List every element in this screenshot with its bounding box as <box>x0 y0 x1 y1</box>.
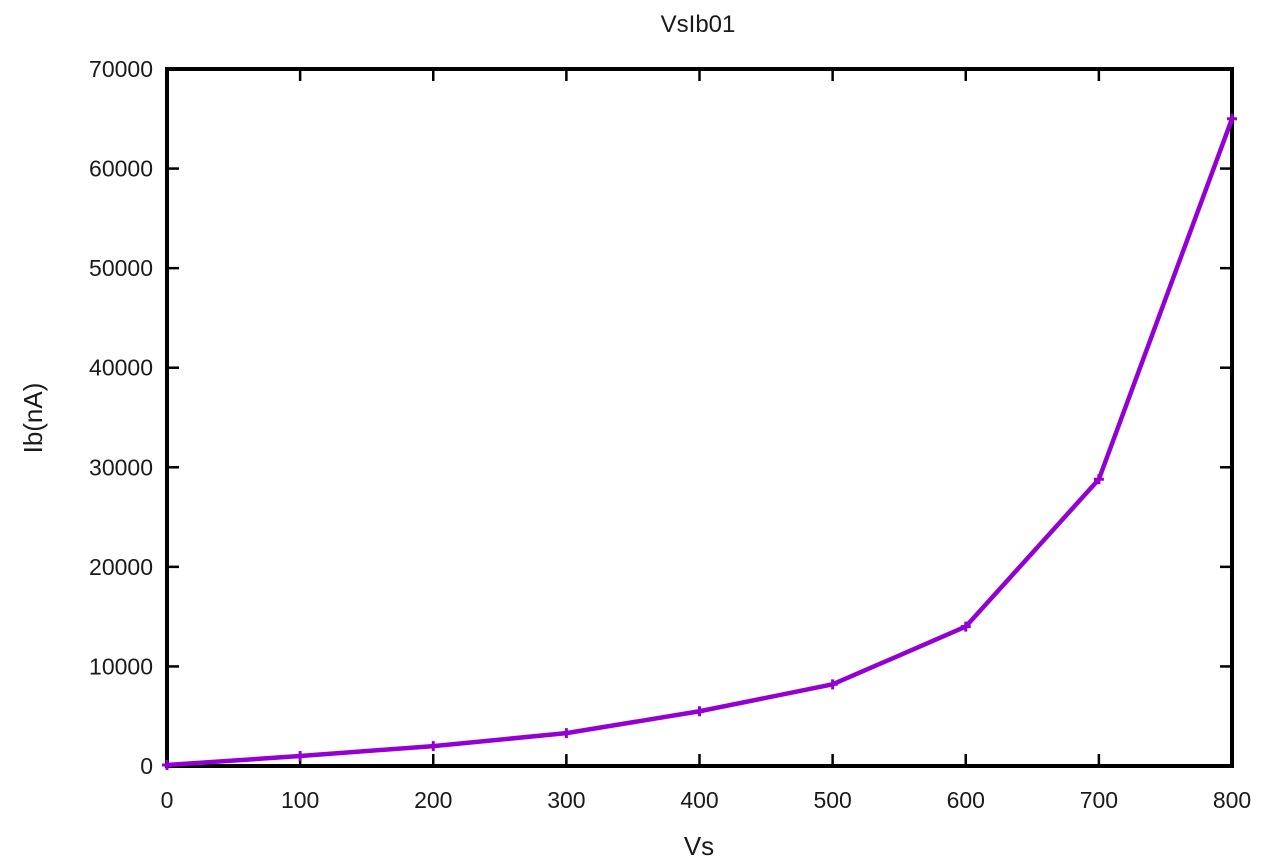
data-point <box>1227 113 1237 124</box>
data-point <box>561 728 572 739</box>
series-line <box>164 116 1235 768</box>
data-point <box>162 760 172 771</box>
y-tick-label: 20000 <box>89 554 153 580</box>
y-tick-label: 40000 <box>89 355 153 381</box>
series-layer <box>162 113 1237 771</box>
y-tick-label: 10000 <box>89 653 153 679</box>
y-axis-label: Ib(nA) <box>18 383 48 454</box>
x-tick-label: 700 <box>1080 787 1118 813</box>
data-point <box>827 679 838 690</box>
x-tick-label: 400 <box>680 787 718 813</box>
data-point <box>694 706 705 717</box>
x-tick-label: 300 <box>547 787 585 813</box>
y-tick-label: 50000 <box>89 255 153 281</box>
x-axis-ticks: 0 100 200 300 400 500 600 700 800 <box>161 69 1251 813</box>
chart-title: VsIb01 <box>661 11 736 38</box>
x-tick-label: 600 <box>947 787 985 813</box>
y-tick-label: 60000 <box>89 156 153 182</box>
x-tick-label: 500 <box>813 787 851 813</box>
x-tick-label: 0 <box>161 787 174 813</box>
plot-frame <box>165 67 1234 768</box>
x-axis-label: Vs <box>684 831 714 861</box>
y-tick-label: 70000 <box>89 56 153 82</box>
data-point <box>1093 474 1104 485</box>
x-tick-label: 800 <box>1213 787 1251 813</box>
data-point <box>960 621 971 632</box>
x-tick-label: 200 <box>414 787 452 813</box>
y-axis-ticks: 0 10000 20000 30000 40000 50000 60000 70000 <box>89 56 1232 779</box>
data-point <box>428 741 439 752</box>
data-point <box>295 751 306 762</box>
y-tick-label: 30000 <box>89 454 153 480</box>
y-tick-label: 0 <box>140 753 153 779</box>
x-tick-label: 100 <box>281 787 319 813</box>
